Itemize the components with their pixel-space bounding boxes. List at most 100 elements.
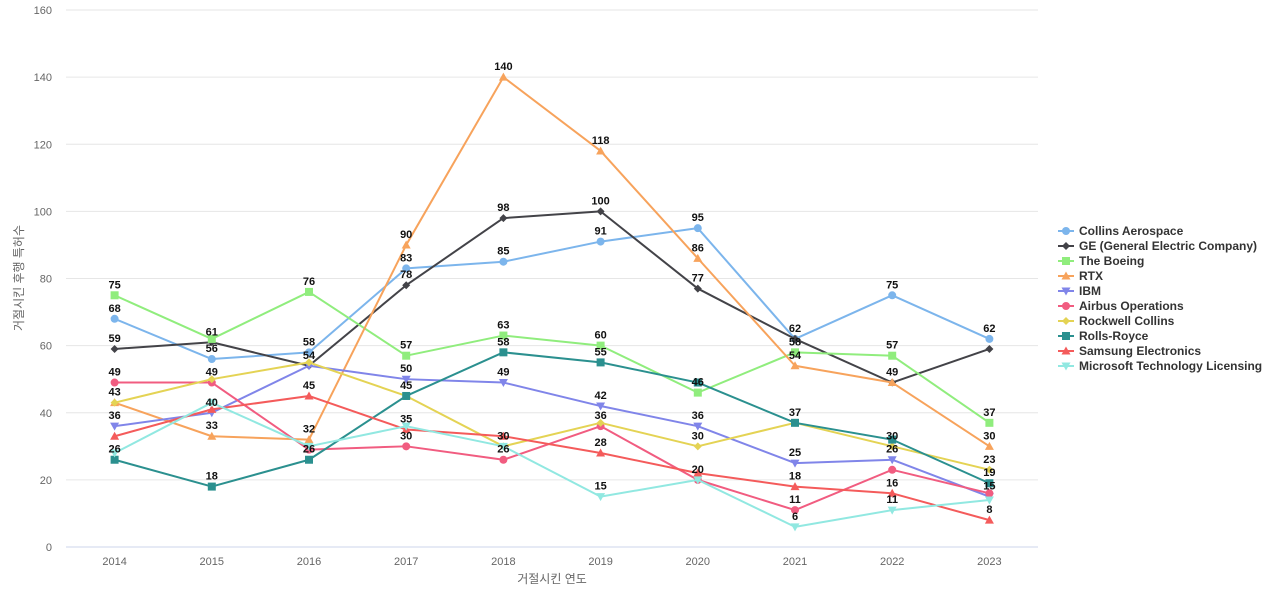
- data-label: 30: [692, 430, 704, 442]
- data-point: [693, 388, 702, 397]
- data-label: 46: [692, 377, 704, 389]
- legend-item[interactable]: Airbus Operations: [1058, 299, 1184, 313]
- y-tick-label: 140: [34, 72, 52, 84]
- legend-item[interactable]: The Boeing: [1058, 254, 1144, 268]
- data-point: [1061, 346, 1071, 355]
- data-point: [596, 207, 605, 216]
- legend-label: Samsung Electronics: [1079, 344, 1201, 358]
- data-point: [110, 378, 119, 387]
- data-label: 37: [983, 407, 995, 419]
- data-point: [499, 331, 508, 340]
- data-point: [887, 378, 897, 387]
- data-label: 49: [886, 367, 898, 379]
- data-point: [596, 418, 605, 427]
- legend-item[interactable]: Collins Aerospace: [1058, 224, 1184, 238]
- legend-item[interactable]: Samsung Electronics: [1058, 344, 1201, 358]
- y-tick-label: 40: [40, 408, 52, 420]
- data-point: [985, 418, 994, 427]
- x-tick-label: 2015: [200, 556, 224, 568]
- data-label: 63: [497, 320, 509, 332]
- data-label: 26: [497, 444, 509, 456]
- data-point: [499, 348, 508, 357]
- x-tick-label: 2016: [297, 556, 321, 568]
- data-point: [791, 418, 799, 427]
- data-point: [110, 291, 119, 300]
- data-point: [499, 214, 508, 223]
- data-label: 45: [400, 380, 412, 392]
- data-point: [110, 431, 120, 440]
- data-point: [596, 448, 606, 457]
- y-tick-label: 120: [34, 139, 52, 151]
- data-point: [1061, 271, 1071, 280]
- legend-item[interactable]: Microsoft Technology Licensing: [1058, 359, 1262, 373]
- y-tick-label: 20: [40, 475, 52, 487]
- data-label: 32: [303, 424, 315, 436]
- data-label: 42: [594, 390, 606, 402]
- legend-item[interactable]: Rockwell Collins: [1058, 314, 1175, 328]
- legend-label: RTX: [1079, 269, 1103, 283]
- data-point: [693, 378, 702, 387]
- data-point: [888, 435, 897, 444]
- data-label: 98: [497, 202, 509, 214]
- data-label: 85: [497, 246, 509, 258]
- series-line: [114, 401, 990, 528]
- data-point: [207, 482, 216, 491]
- data-point: [985, 334, 994, 343]
- data-point: [791, 334, 799, 343]
- legend-item[interactable]: GE (General Electric Company): [1058, 239, 1257, 253]
- y-axis-ticks: 0 20 40 60 80 100 120 140 160: [34, 5, 52, 554]
- series-line: [114, 290, 990, 424]
- data-label: 16: [886, 477, 898, 489]
- legend-item[interactable]: IBM: [1058, 284, 1101, 298]
- data-point: [110, 455, 119, 464]
- data-point: [1062, 317, 1070, 325]
- data-label: 23: [983, 454, 995, 466]
- data-point: [110, 398, 119, 407]
- data-label: 86: [692, 242, 704, 254]
- data-label: 36: [108, 410, 120, 422]
- data-label: 59: [108, 333, 120, 345]
- series-rtx: [110, 72, 994, 450]
- data-point: [888, 442, 897, 451]
- data-label: 30: [983, 430, 995, 442]
- data-point: [305, 287, 313, 296]
- data-point: [790, 482, 800, 491]
- data-label: 61: [206, 326, 218, 338]
- y-tick-label: 0: [46, 542, 52, 554]
- data-point: [207, 404, 217, 413]
- data-label: 78: [400, 269, 412, 281]
- data-label: 40: [206, 397, 218, 409]
- data-label: 62: [789, 323, 801, 335]
- x-tick-label: 2014: [102, 556, 126, 568]
- data-point: [693, 422, 703, 431]
- data-point: [401, 422, 411, 431]
- data-point: [984, 496, 994, 505]
- data-point: [498, 431, 508, 440]
- data-label: 37: [789, 407, 801, 419]
- x-tick-label: 2019: [588, 556, 612, 568]
- x-tick-label: 2018: [491, 556, 515, 568]
- legend-item[interactable]: Rolls-Royce: [1058, 329, 1149, 343]
- series-line: [114, 361, 990, 471]
- data-label: 25: [789, 447, 801, 459]
- legend-label: Collins Aerospace: [1079, 224, 1184, 238]
- data-point: [596, 402, 606, 411]
- data-label: 90: [400, 229, 412, 241]
- data-point: [693, 284, 702, 293]
- data-label: 49: [206, 367, 218, 379]
- data-label: 75: [886, 279, 898, 291]
- data-point: [402, 264, 411, 273]
- data-point: [984, 515, 994, 524]
- data-point: [305, 348, 313, 357]
- y-tick-label: 100: [34, 206, 52, 218]
- data-point: [1062, 227, 1070, 235]
- legend-item[interactable]: RTX: [1058, 269, 1103, 283]
- data-point: [887, 506, 897, 515]
- legend-label: The Boeing: [1079, 254, 1144, 268]
- data-point: [110, 449, 120, 458]
- data-label: 50: [400, 363, 412, 375]
- data-label: 75: [108, 279, 120, 291]
- series-airbus-operations: [110, 378, 994, 515]
- data-label: 11: [886, 494, 898, 506]
- data-label: 30: [497, 430, 509, 442]
